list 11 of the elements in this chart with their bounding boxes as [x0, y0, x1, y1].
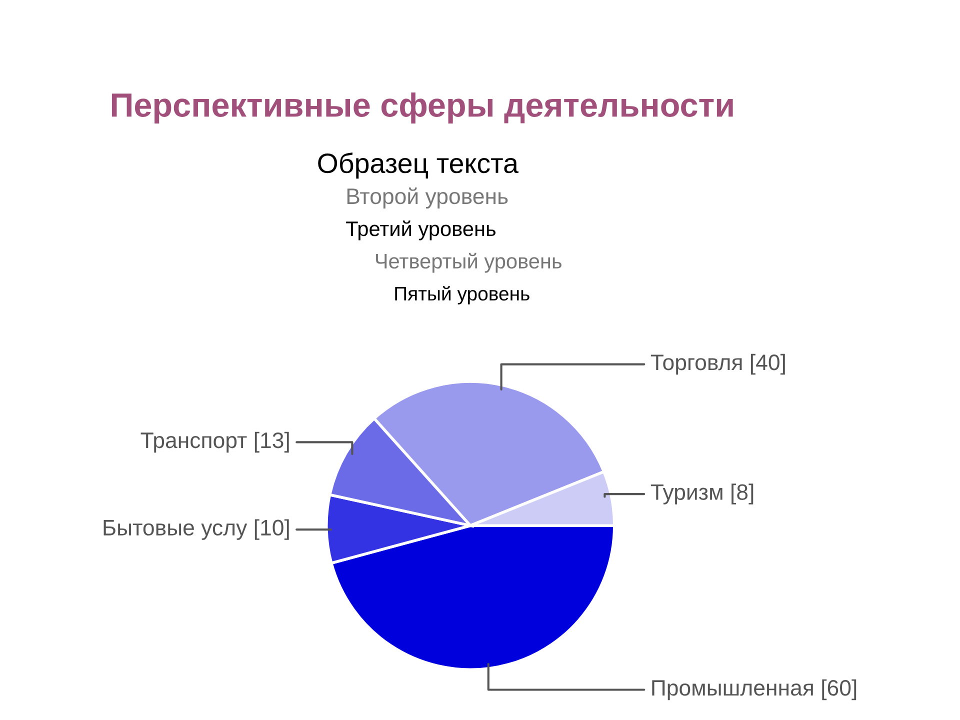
slice-label: Туризм [8] — [650, 484, 754, 504]
slice-label: Торговля [40] — [650, 354, 785, 375]
text: Образец текста — [318, 152, 518, 179]
slice-label: Транспорт [13] — [140, 432, 289, 453]
text: Пятый уровень — [395, 286, 530, 304]
text: Четвертый уровень — [376, 252, 562, 273]
chart-title: Перспективные сферы деятельности — [112, 92, 733, 124]
text: Второй уровень — [347, 187, 508, 209]
slice-label: Промышленная [60] — [652, 679, 856, 700]
slice-label: Бытовые услу [10] — [104, 519, 289, 540]
text: Третий уровень — [346, 220, 496, 240]
